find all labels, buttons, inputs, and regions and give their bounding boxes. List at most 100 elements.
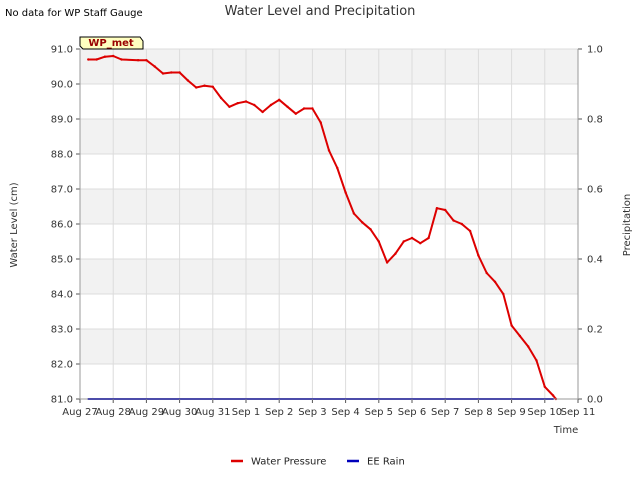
y-tick-label-right: 0.0 [587, 395, 603, 406]
data-point-water-pressure [435, 207, 439, 210]
data-point-water-pressure [161, 72, 165, 75]
data-point-water-pressure [302, 107, 306, 110]
data-point-water-pressure [385, 261, 389, 264]
data-point-water-pressure [253, 103, 256, 107]
data-point-water-pressure [493, 280, 497, 283]
x-tick-label: Sep 11 [561, 407, 596, 418]
site-label-text: WP_met [88, 38, 134, 49]
x-tick-label: Sep 8 [464, 407, 492, 418]
x-tick-label: Aug 30 [162, 407, 197, 418]
data-point-water-pressure [244, 100, 248, 103]
y-tick-label-right: 1.0 [587, 45, 603, 56]
x-tick-label: Sep 3 [298, 407, 326, 418]
data-point-water-pressure [228, 105, 231, 109]
data-point-water-pressure [444, 208, 447, 212]
y-tick-label-left: 89.0 [51, 115, 73, 126]
data-point-water-pressure [112, 54, 115, 58]
data-point-water-pressure [410, 236, 414, 240]
data-point-water-pressure [352, 212, 356, 215]
data-point-water-pressure [419, 242, 422, 245]
y-axis-label-right: Precipitation [622, 194, 633, 257]
y-tick-label-left: 85.0 [51, 255, 73, 266]
chart-title: Water Level and Precipitation [225, 4, 416, 19]
data-point-water-pressure [369, 228, 372, 231]
data-point-water-pressure [527, 345, 530, 348]
y-tick-label-right: 0.4 [587, 255, 603, 266]
x-tick-label: Aug 29 [129, 407, 164, 418]
data-point-water-pressure [95, 58, 98, 61]
x-tick-label: Sep 7 [431, 407, 459, 418]
y-tick-label-left: 81.0 [51, 395, 73, 406]
data-point-water-pressure [344, 191, 347, 194]
y-tick-label-left: 83.0 [51, 325, 73, 336]
data-point-water-pressure [361, 221, 364, 224]
data-point-water-pressure [136, 59, 140, 62]
data-point-water-pressure [195, 86, 198, 89]
x-tick-label: Aug 27 [62, 407, 97, 418]
data-point-water-pressure [186, 79, 190, 82]
site-label-badge: WP_met [79, 36, 144, 50]
data-point-water-pressure [236, 102, 239, 105]
data-point-water-pressure [477, 254, 480, 257]
axes: 81.0 82.0 83.0 84.0 85.0 86.0 87.0 88.0 89.0 90.0… [51, 45, 603, 419]
data-point-water-pressure [261, 110, 264, 114]
data-point-water-pressure [319, 121, 322, 124]
data-point-water-pressure [211, 85, 214, 89]
y-tick-label-left: 86.0 [51, 220, 73, 231]
y-tick-label-left: 87.0 [51, 185, 73, 196]
plot-band [80, 329, 578, 364]
data-point-water-pressure [551, 394, 555, 397]
plot-band [80, 49, 578, 84]
data-point-water-pressure [103, 55, 107, 58]
x-tick-label: Aug 28 [95, 407, 130, 418]
data-point-water-pressure [170, 71, 173, 74]
data-point-water-pressure [468, 229, 472, 233]
data-point-water-pressure [543, 385, 546, 388]
y-tick-label-left: 88.0 [51, 150, 73, 161]
data-point-water-pressure [485, 271, 488, 275]
y-tick-label-left: 90.0 [51, 80, 73, 91]
data-point-water-pressure [294, 112, 297, 115]
data-point-water-pressure [120, 58, 123, 61]
data-point-water-pressure [178, 71, 181, 74]
x-tick-label: Sep 5 [365, 407, 393, 418]
data-point-water-pressure [460, 222, 463, 226]
data-point-water-pressure [510, 324, 513, 327]
data-point-water-pressure [311, 107, 314, 110]
data-point-water-pressure [269, 103, 273, 107]
data-point-water-pressure [502, 292, 505, 296]
legend-label-ee-rain: EE Rain [367, 457, 405, 468]
data-point-water-pressure [427, 236, 430, 240]
x-tick-label: Aug 31 [195, 407, 230, 418]
x-tick-label: Sep 4 [331, 407, 359, 418]
y-tick-label-left: 84.0 [51, 290, 73, 301]
data-point-water-pressure [87, 58, 90, 61]
plot-band [80, 189, 578, 224]
data-point-water-pressure [286, 105, 289, 109]
x-tick-label: Sep 9 [497, 407, 525, 418]
y-tick-label-right: 0.8 [587, 115, 603, 126]
data-point-water-pressure [452, 219, 455, 222]
data-point-water-pressure [219, 96, 223, 100]
data-point-water-pressure [394, 252, 397, 255]
y-tick-label-right: 0.6 [587, 185, 603, 196]
x-tick-label: Sep 2 [265, 407, 293, 418]
data-point-water-pressure [535, 359, 538, 362]
x-tick-label: Sep 1 [232, 407, 260, 418]
x-axis-label: Time [553, 425, 578, 436]
data-point-water-pressure [336, 166, 339, 170]
plot-band [80, 259, 578, 294]
data-point-water-pressure [377, 240, 380, 243]
data-point-water-pressure [402, 240, 405, 243]
y-tick-label-left: 82.0 [51, 360, 73, 371]
x-tick-label: Sep 6 [398, 407, 426, 418]
y-tick-label-right: 0.2 [587, 325, 603, 336]
no-data-note: No data for WP Staff Gauge [5, 8, 143, 19]
legend: Water Pressure EE Rain [231, 457, 405, 468]
data-point-water-pressure [145, 59, 148, 62]
data-point-water-pressure [327, 149, 331, 152]
x-tick-label: Sep 10 [527, 407, 562, 418]
data-point-water-pressure [518, 334, 522, 338]
